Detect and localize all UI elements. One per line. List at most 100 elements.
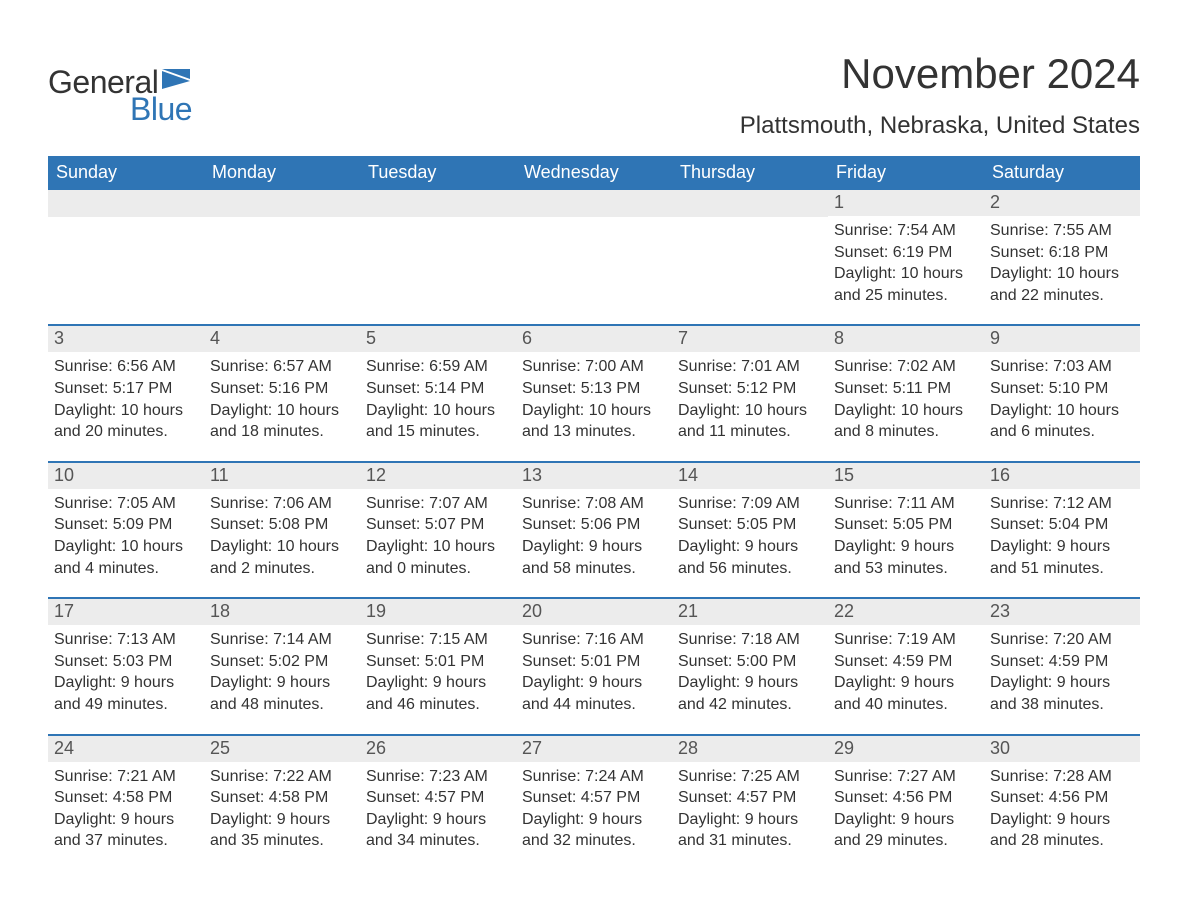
- day-cell: 22Sunrise: 7:19 AMSunset: 4:59 PMDayligh…: [828, 599, 984, 719]
- day-body: Sunrise: 7:11 AMSunset: 5:05 PMDaylight:…: [828, 489, 984, 583]
- day-header: Sunday: [48, 156, 204, 190]
- day-body: Sunrise: 7:22 AMSunset: 4:58 PMDaylight:…: [204, 762, 360, 856]
- day-body: Sunrise: 7:16 AMSunset: 5:01 PMDaylight:…: [516, 625, 672, 719]
- week-row: 10Sunrise: 7:05 AMSunset: 5:09 PMDayligh…: [48, 461, 1140, 583]
- day-body: Sunrise: 7:13 AMSunset: 5:03 PMDaylight:…: [48, 625, 204, 719]
- title-block: November 2024 Plattsmouth, Nebraska, Uni…: [740, 50, 1140, 140]
- day-number: 11: [204, 463, 360, 489]
- day-number: 3: [48, 326, 204, 352]
- day-body: Sunrise: 7:20 AMSunset: 4:59 PMDaylight:…: [984, 625, 1140, 719]
- day-body: Sunrise: 7:54 AMSunset: 6:19 PMDaylight:…: [828, 216, 984, 310]
- logo-text-blue: Blue: [130, 91, 194, 128]
- day-cell: 24Sunrise: 7:21 AMSunset: 4:58 PMDayligh…: [48, 736, 204, 856]
- day-cell: 28Sunrise: 7:25 AMSunset: 4:57 PMDayligh…: [672, 736, 828, 856]
- day-cell: 19Sunrise: 7:15 AMSunset: 5:01 PMDayligh…: [360, 599, 516, 719]
- day-number: 14: [672, 463, 828, 489]
- day-number: 24: [48, 736, 204, 762]
- day-number: 5: [360, 326, 516, 352]
- day-number: 19: [360, 599, 516, 625]
- day-body: Sunrise: 6:59 AMSunset: 5:14 PMDaylight:…: [360, 352, 516, 446]
- day-number: 6: [516, 326, 672, 352]
- day-header: Wednesday: [516, 156, 672, 190]
- day-body: Sunrise: 7:55 AMSunset: 6:18 PMDaylight:…: [984, 216, 1140, 310]
- day-cell: 9Sunrise: 7:03 AMSunset: 5:10 PMDaylight…: [984, 326, 1140, 446]
- day-number: 17: [48, 599, 204, 625]
- page-header: General Blue November 2024 Plattsmouth, …: [48, 50, 1140, 140]
- day-body: Sunrise: 7:00 AMSunset: 5:13 PMDaylight:…: [516, 352, 672, 446]
- day-body: Sunrise: 7:21 AMSunset: 4:58 PMDaylight:…: [48, 762, 204, 856]
- day-cell: 15Sunrise: 7:11 AMSunset: 5:05 PMDayligh…: [828, 463, 984, 583]
- logo: General Blue: [48, 50, 194, 128]
- day-body: Sunrise: 6:57 AMSunset: 5:16 PMDaylight:…: [204, 352, 360, 446]
- day-body: Sunrise: 7:18 AMSunset: 5:00 PMDaylight:…: [672, 625, 828, 719]
- day-cell: 16Sunrise: 7:12 AMSunset: 5:04 PMDayligh…: [984, 463, 1140, 583]
- day-cell: 6Sunrise: 7:00 AMSunset: 5:13 PMDaylight…: [516, 326, 672, 446]
- day-number: [672, 190, 828, 217]
- day-body: Sunrise: 7:23 AMSunset: 4:57 PMDaylight:…: [360, 762, 516, 856]
- day-header: Tuesday: [360, 156, 516, 190]
- day-number: 12: [360, 463, 516, 489]
- day-cell: 5Sunrise: 6:59 AMSunset: 5:14 PMDaylight…: [360, 326, 516, 446]
- day-number: 1: [828, 190, 984, 216]
- day-cell: 18Sunrise: 7:14 AMSunset: 5:02 PMDayligh…: [204, 599, 360, 719]
- day-number: [48, 190, 204, 217]
- day-cell: 8Sunrise: 7:02 AMSunset: 5:11 PMDaylight…: [828, 326, 984, 446]
- week-row: 3Sunrise: 6:56 AMSunset: 5:17 PMDaylight…: [48, 324, 1140, 446]
- day-number: 29: [828, 736, 984, 762]
- day-cell: 23Sunrise: 7:20 AMSunset: 4:59 PMDayligh…: [984, 599, 1140, 719]
- day-body: Sunrise: 7:05 AMSunset: 5:09 PMDaylight:…: [48, 489, 204, 583]
- day-number: 26: [360, 736, 516, 762]
- day-number: 27: [516, 736, 672, 762]
- day-cell: 17Sunrise: 7:13 AMSunset: 5:03 PMDayligh…: [48, 599, 204, 719]
- day-number: [204, 190, 360, 217]
- day-number: 15: [828, 463, 984, 489]
- day-number: [360, 190, 516, 217]
- day-cell: [204, 190, 360, 310]
- day-number: [516, 190, 672, 217]
- week-row: 17Sunrise: 7:13 AMSunset: 5:03 PMDayligh…: [48, 597, 1140, 719]
- location: Plattsmouth, Nebraska, United States: [740, 112, 1140, 140]
- day-cell: 12Sunrise: 7:07 AMSunset: 5:07 PMDayligh…: [360, 463, 516, 583]
- day-header: Saturday: [984, 156, 1140, 190]
- day-number: 8: [828, 326, 984, 352]
- day-number: 10: [48, 463, 204, 489]
- day-header: Monday: [204, 156, 360, 190]
- day-cell: 26Sunrise: 7:23 AMSunset: 4:57 PMDayligh…: [360, 736, 516, 856]
- day-cell: [48, 190, 204, 310]
- day-body: Sunrise: 7:12 AMSunset: 5:04 PMDaylight:…: [984, 489, 1140, 583]
- day-body: Sunrise: 7:03 AMSunset: 5:10 PMDaylight:…: [984, 352, 1140, 446]
- day-body: Sunrise: 7:07 AMSunset: 5:07 PMDaylight:…: [360, 489, 516, 583]
- day-cell: 10Sunrise: 7:05 AMSunset: 5:09 PMDayligh…: [48, 463, 204, 583]
- weeks-container: 1Sunrise: 7:54 AMSunset: 6:19 PMDaylight…: [48, 190, 1140, 856]
- day-cell: [672, 190, 828, 310]
- day-body: Sunrise: 7:27 AMSunset: 4:56 PMDaylight:…: [828, 762, 984, 856]
- day-header-row: SundayMondayTuesdayWednesdayThursdayFrid…: [48, 156, 1140, 190]
- day-number: 23: [984, 599, 1140, 625]
- day-cell: 20Sunrise: 7:16 AMSunset: 5:01 PMDayligh…: [516, 599, 672, 719]
- day-body: Sunrise: 7:24 AMSunset: 4:57 PMDaylight:…: [516, 762, 672, 856]
- day-number: 18: [204, 599, 360, 625]
- day-cell: 21Sunrise: 7:18 AMSunset: 5:00 PMDayligh…: [672, 599, 828, 719]
- day-cell: 7Sunrise: 7:01 AMSunset: 5:12 PMDaylight…: [672, 326, 828, 446]
- day-cell: [360, 190, 516, 310]
- day-number: 30: [984, 736, 1140, 762]
- day-cell: 27Sunrise: 7:24 AMSunset: 4:57 PMDayligh…: [516, 736, 672, 856]
- week-row: 1Sunrise: 7:54 AMSunset: 6:19 PMDaylight…: [48, 190, 1140, 310]
- day-number: 22: [828, 599, 984, 625]
- day-number: 4: [204, 326, 360, 352]
- day-body: Sunrise: 7:14 AMSunset: 5:02 PMDaylight:…: [204, 625, 360, 719]
- month-title: November 2024: [740, 50, 1140, 98]
- day-number: 25: [204, 736, 360, 762]
- day-header: Thursday: [672, 156, 828, 190]
- day-number: 7: [672, 326, 828, 352]
- day-body: Sunrise: 7:09 AMSunset: 5:05 PMDaylight:…: [672, 489, 828, 583]
- day-body: Sunrise: 7:06 AMSunset: 5:08 PMDaylight:…: [204, 489, 360, 583]
- day-cell: 30Sunrise: 7:28 AMSunset: 4:56 PMDayligh…: [984, 736, 1140, 856]
- day-body: Sunrise: 7:28 AMSunset: 4:56 PMDaylight:…: [984, 762, 1140, 856]
- day-cell: 3Sunrise: 6:56 AMSunset: 5:17 PMDaylight…: [48, 326, 204, 446]
- day-body: Sunrise: 7:25 AMSunset: 4:57 PMDaylight:…: [672, 762, 828, 856]
- day-number: 13: [516, 463, 672, 489]
- day-body: Sunrise: 7:15 AMSunset: 5:01 PMDaylight:…: [360, 625, 516, 719]
- day-number: 16: [984, 463, 1140, 489]
- day-body: Sunrise: 7:01 AMSunset: 5:12 PMDaylight:…: [672, 352, 828, 446]
